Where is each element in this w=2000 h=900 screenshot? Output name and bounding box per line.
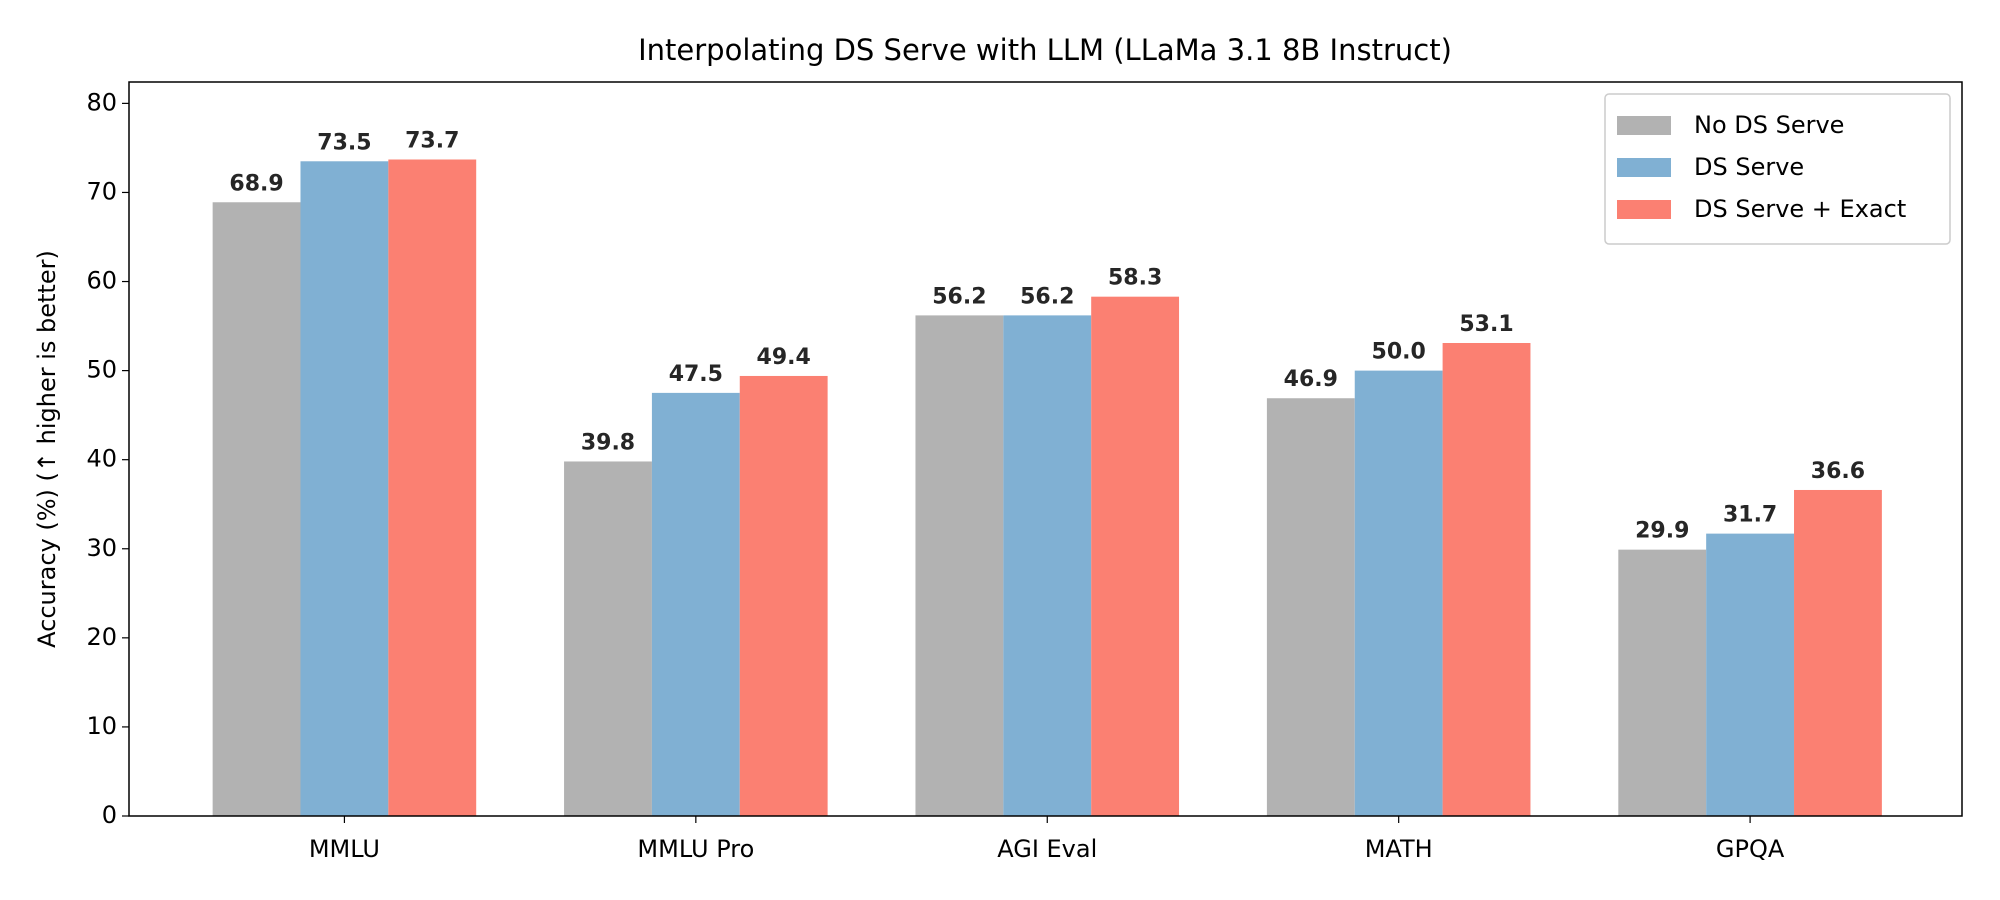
value-label: 56.2 <box>1020 284 1074 309</box>
value-label: 31.7 <box>1723 503 1777 528</box>
y-tick-label: 60 <box>86 267 117 295</box>
x-tick-label: MMLU Pro <box>637 835 754 863</box>
value-label: 73.5 <box>317 130 371 155</box>
bar <box>388 159 477 817</box>
value-label: 29.9 <box>1635 519 1689 544</box>
chart-title: Interpolating DS Serve with LLM (LLaMa 3… <box>638 33 1452 67</box>
bar <box>739 375 828 816</box>
bar <box>651 392 740 816</box>
value-label: 46.9 <box>1284 367 1338 392</box>
value-label: 36.6 <box>1811 459 1865 484</box>
bar <box>300 161 389 817</box>
plot-frame <box>128 81 1963 817</box>
legend-swatch <box>1617 200 1671 219</box>
y-tick-label: 30 <box>86 534 117 562</box>
bar <box>1442 342 1531 816</box>
x-tick-label: MATH <box>1365 835 1433 863</box>
bar <box>564 461 652 816</box>
legend-box <box>1604 93 1951 245</box>
y-tick-label: 70 <box>86 177 117 205</box>
value-label: 73.7 <box>405 128 459 153</box>
legend-label: DS Serve + Exact <box>1694 195 1906 223</box>
legend-swatch <box>1617 116 1671 135</box>
bar <box>1091 296 1180 816</box>
value-label: 47.5 <box>669 362 723 387</box>
y-tick-label: 20 <box>86 623 117 651</box>
bar <box>915 315 1004 816</box>
value-label: 49.4 <box>757 345 811 370</box>
y-tick-label: 80 <box>86 88 117 116</box>
legend-label: DS Serve <box>1694 153 1804 181</box>
y-tick-label: 0 <box>102 801 117 829</box>
bar <box>1618 549 1707 816</box>
bar <box>1706 533 1795 816</box>
value-label: 68.9 <box>229 171 283 196</box>
bar <box>1003 315 1092 816</box>
y-tick-label: 50 <box>86 356 117 384</box>
legend-label: No DS Serve <box>1694 111 1844 139</box>
bar <box>212 202 301 816</box>
y-axis-label: Accuracy (%) (↑ higher is better) <box>33 250 61 648</box>
legend-swatch <box>1617 158 1671 177</box>
x-tick-label: MMLU <box>309 835 380 863</box>
value-label: 50.0 <box>1372 340 1426 365</box>
bar <box>1354 370 1443 816</box>
value-label: 39.8 <box>581 430 635 455</box>
x-tick-label: GPQA <box>1716 835 1785 863</box>
value-label: 56.2 <box>932 284 986 309</box>
bar <box>1266 398 1355 816</box>
y-tick-label: 10 <box>86 712 117 740</box>
x-tick-label: AGI Eval <box>997 835 1097 863</box>
bar <box>1794 489 1882 816</box>
value-label: 58.3 <box>1108 266 1162 291</box>
y-tick-label: 40 <box>86 445 117 473</box>
value-label: 53.1 <box>1459 312 1513 337</box>
